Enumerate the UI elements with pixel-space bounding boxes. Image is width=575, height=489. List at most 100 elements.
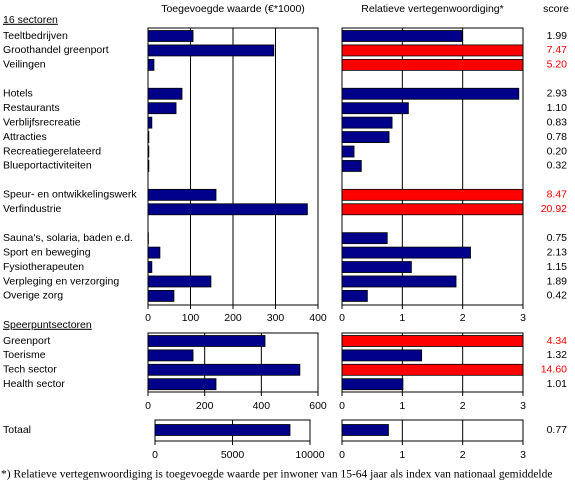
score-label: 1.32 [547,349,568,361]
x-tick-label: 2 [460,449,466,461]
bar [148,31,193,42]
score-label: 4.34 [547,335,568,347]
x-tick-label: 0 [339,312,345,324]
bar [342,262,411,273]
bar [342,117,392,128]
x-tick-label: 400 [253,400,271,412]
category-label: Overige zorg [3,290,63,302]
score-label: 0.83 [547,116,568,128]
score-label: 5.20 [547,59,568,71]
score-label: 0.75 [547,232,568,244]
x-tick-label: 0 [145,400,151,412]
bar [148,379,216,390]
x-tick-label: 1 [399,400,405,412]
category-label: Health sector [3,378,65,390]
x-tick-label: 400 [309,312,327,324]
x-tick-label: 100 [182,312,200,324]
score-label: 1.01 [547,378,568,390]
bar [148,103,176,114]
score-label: 1.10 [547,102,568,114]
category-label: Groothandel greenport [3,44,109,56]
category-label: Toerisme [3,349,46,361]
group-header: Speerpuntsectoren [3,319,92,331]
bar [148,364,300,375]
category-label: Totaal [3,424,31,436]
score-label: 2.93 [547,88,568,100]
x-tick-label: 600 [309,400,327,412]
x-tick-label: 2 [460,312,466,324]
category-label: Speur- en ontwikkelingswerk [3,189,137,201]
category-label: Sport en beweging [3,246,91,258]
bar [342,336,575,347]
bar [342,59,575,70]
category-label: Teeltbedrijven [3,30,68,42]
category-label: Verpleging en verzorging [3,275,119,287]
score-label: 0.42 [547,290,568,302]
bar [148,247,160,258]
category-label: Restaurants [3,102,60,114]
x-tick-label: 200 [224,312,242,324]
bar [342,233,387,244]
score-label: 0.77 [547,424,568,436]
bar [342,379,403,390]
bar [342,189,575,200]
score-label: 0.20 [547,145,568,157]
score-label: 14.60 [541,364,567,376]
bar [342,31,462,42]
score-header: score [543,3,569,15]
bar [148,204,307,215]
category-label: Veilingen [3,59,46,71]
bar [148,290,174,301]
bar [342,160,361,171]
score-label: 2.13 [547,246,568,258]
bar [148,350,193,361]
bar [342,45,575,56]
bar [148,336,265,347]
bar [148,45,274,56]
x-tick-label: 3 [520,449,526,461]
x-tick-label: 2 [460,400,466,412]
category-label: Blueportactiviteiten [3,160,92,172]
x-tick-label: 1 [399,449,405,461]
x-tick-label: 0 [145,312,151,324]
score-label: 1.15 [547,261,568,273]
x-tick-label: 0 [152,449,158,461]
x-tick-label: 3 [520,400,526,412]
x-tick-label: 0 [339,400,345,412]
bar [342,276,456,287]
bar [342,146,354,157]
score-label: 1.99 [547,30,568,42]
category-label: Attracties [3,131,47,143]
score-label: 7.47 [547,44,568,56]
bar [342,425,388,436]
score-label: 1.89 [547,275,568,287]
bar [148,276,211,287]
bar [342,132,389,143]
group-header: 16 sectoren [3,14,58,26]
bar [342,247,471,258]
category-label: Verblijfsrecreatie [3,116,81,128]
bar [342,103,408,114]
panel-title: Toegevoegde waarde (€*1000) [161,3,305,15]
bar [148,88,182,99]
x-tick-label: 3 [520,312,526,324]
score-label: 20.92 [541,203,567,215]
category-label: Recreatiegerelateerd [3,145,101,157]
bar [155,425,290,436]
x-tick-label: 1 [399,312,405,324]
category-label: Greenport [3,335,50,347]
category-label: Tech sector [3,364,57,376]
bar [342,88,519,99]
bar [148,262,152,273]
category-label: Hotels [3,88,33,100]
bar [148,189,216,200]
footnote: *) Relatieve vertegenwoordiging is toege… [1,469,552,481]
panel-title: Relatieve vertegenwoordiging* [361,3,503,15]
bar [148,117,152,128]
x-tick-label: 10000 [295,449,324,461]
score-label: 0.78 [547,131,568,143]
category-label: Verfindustrie [3,203,62,215]
x-tick-label: 300 [267,312,285,324]
